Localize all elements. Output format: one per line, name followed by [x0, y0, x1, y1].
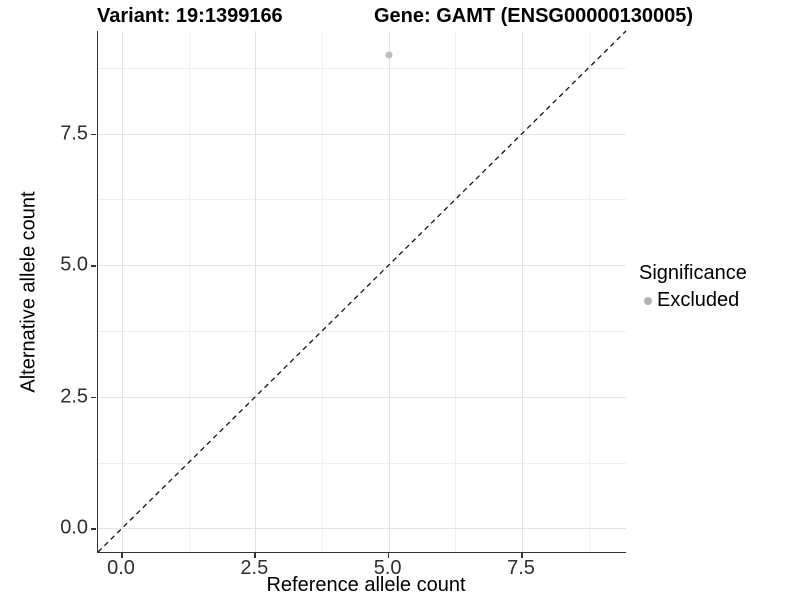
legend-item-label: Excluded	[657, 289, 740, 311]
plot-panel	[97, 30, 627, 553]
major-gridline-y	[98, 265, 626, 267]
minor-gridline-x	[588, 31, 590, 552]
minor-gridline-y	[98, 67, 626, 69]
y-tick-mark	[91, 528, 96, 530]
y-tick-label: 2.5	[60, 385, 88, 408]
identity-dashed-line	[97, 30, 627, 553]
major-gridline-y	[98, 133, 626, 135]
x-tick-label: 5.0	[373, 557, 402, 579]
y-tick-label: 5.0	[60, 253, 88, 276]
x-tick-label: 0.0	[107, 557, 135, 579]
minor-gridline-x	[188, 31, 190, 552]
legend-key	[639, 292, 657, 310]
major-gridline-x	[122, 31, 123, 552]
x-tick-mark	[521, 553, 523, 558]
y-tick-mark	[91, 265, 96, 267]
x-tick-mark	[387, 553, 390, 558]
y-axis-title: Alternative allele count	[17, 191, 40, 393]
major-gridline-x	[522, 31, 523, 552]
x-tick-label: 2.5	[240, 557, 269, 579]
x-tick-label: 7.5	[507, 557, 535, 579]
x-tick-mark	[254, 553, 256, 558]
legend-item-excluded: Excluded	[639, 289, 747, 312]
major-gridline-y	[98, 528, 626, 530]
minor-gridline-x	[455, 31, 457, 552]
major-gridline-y	[98, 396, 626, 398]
legend-title: Significance	[639, 262, 747, 284]
major-gridline-x	[255, 31, 257, 552]
minor-gridline-y	[98, 199, 626, 201]
variant-title: Variant: 19:1399166	[97, 5, 283, 27]
gene-title: Gene: GAMT (ENSG00000130005)	[373, 5, 693, 27]
y-tick-label: 0.0	[60, 516, 88, 539]
minor-gridline-x	[322, 31, 323, 552]
data-point	[385, 51, 393, 59]
x-tick-mark	[121, 553, 123, 558]
x-axis-title: Reference allele count	[266, 574, 466, 596]
y-tick-label: 7.5	[60, 122, 88, 145]
y-tick-mark	[91, 133, 96, 136]
y-tick-mark	[91, 396, 96, 399]
plot-title: Variant: 19:1399166 Gene: GAMT (ENSG0000…	[97, 5, 693, 28]
minor-gridline-y	[98, 330, 626, 332]
minor-gridline-y	[98, 462, 626, 464]
legend: Significance Excluded	[639, 262, 747, 312]
major-gridline-x	[388, 31, 390, 552]
excluded-point-icon	[644, 296, 652, 305]
